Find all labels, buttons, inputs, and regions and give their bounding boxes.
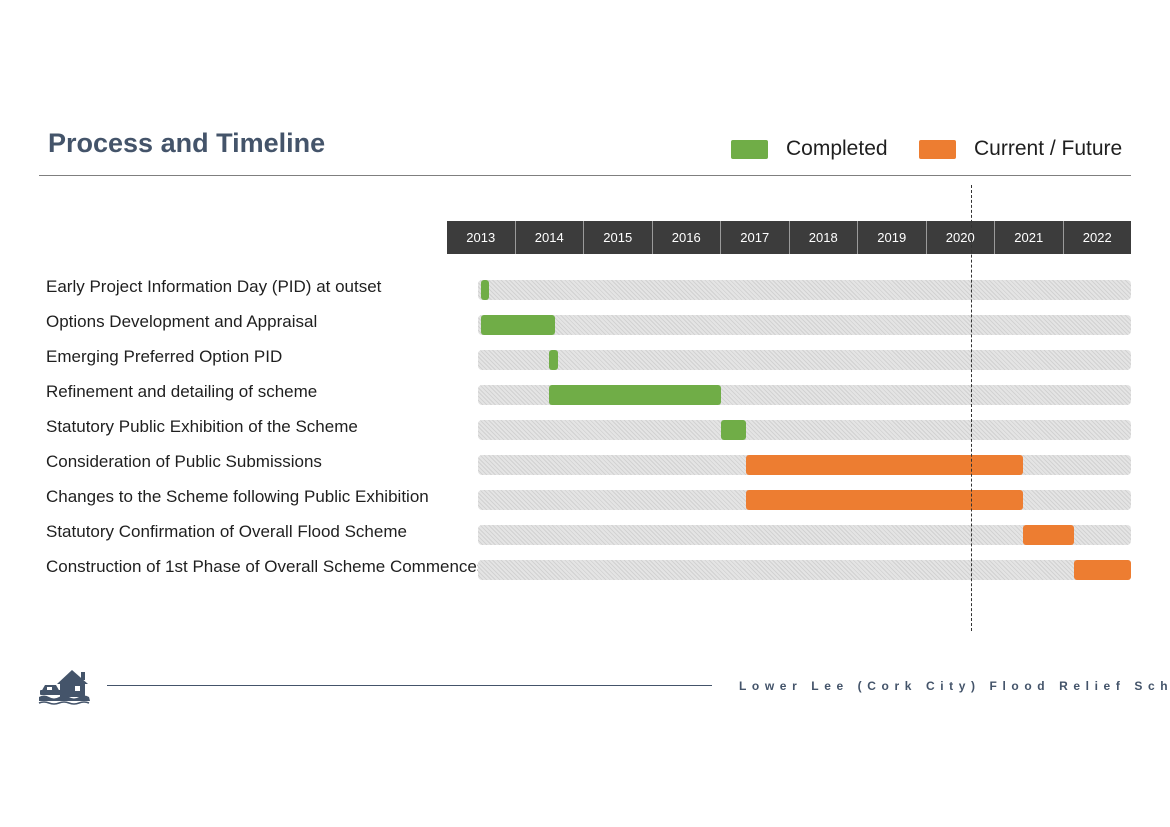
footer-divider xyxy=(107,685,712,686)
year-tick-2020: 2020 xyxy=(927,221,995,254)
task-track xyxy=(478,525,1131,545)
task-label: Statutory Public Exhibition of the Schem… xyxy=(46,417,358,436)
legend-label-current-future: Current / Future xyxy=(974,137,1123,160)
task-bar-completed xyxy=(549,385,721,405)
task-label: Options Development and Appraisal xyxy=(46,312,318,331)
year-tick-2014: 2014 xyxy=(516,221,584,254)
task-bar-completed xyxy=(549,350,558,370)
footer-scheme-name: Lower Lee (Cork City) Flood Relief Schem… xyxy=(739,679,1170,693)
current-date-marker xyxy=(971,185,972,631)
task-bar-completed xyxy=(480,280,490,300)
task-label: Changes to the Scheme following Public E… xyxy=(46,487,429,506)
page-title: Process and Timeline xyxy=(48,128,326,158)
header-divider xyxy=(39,175,1131,176)
task-track xyxy=(478,420,1131,440)
flooded-house-car-icon xyxy=(38,670,90,705)
year-tick-2018: 2018 xyxy=(790,221,858,254)
task-label: Emerging Preferred Option PID xyxy=(46,347,283,366)
task-label: Early Project Information Day (PID) at o… xyxy=(46,277,382,296)
task-bar-current-future xyxy=(1022,525,1074,545)
year-tick-2016: 2016 xyxy=(653,221,721,254)
task-bar-current-future xyxy=(745,490,1023,510)
year-tick-2021: 2021 xyxy=(995,221,1064,254)
task-label: Construction of 1st Phase of Overall Sch… xyxy=(46,557,486,576)
year-tick-2019: 2019 xyxy=(858,221,927,254)
year-axis-header: 2013 2014 2015 2016 2017 2018 2019 2020 2021 2022 xyxy=(447,221,1131,254)
task-bar-current-future xyxy=(1073,560,1131,580)
legend-label-completed: Completed xyxy=(786,137,888,160)
year-tick-2017: 2017 xyxy=(721,221,790,254)
year-tick-2022: 2022 xyxy=(1082,230,1112,245)
task-track xyxy=(478,350,1131,370)
task-label: Refinement and detailing of scheme xyxy=(46,382,318,401)
task-track xyxy=(478,560,1131,580)
task-track xyxy=(478,280,1131,300)
legend-swatch-completed xyxy=(731,140,768,159)
task-track xyxy=(478,315,1131,335)
task-bar-current-future xyxy=(745,455,1023,475)
task-label: Consideration of Public Submissions xyxy=(46,452,322,471)
task-label: Statutory Confirmation of Overall Flood … xyxy=(46,522,407,541)
task-bar-completed xyxy=(720,420,746,440)
legend-swatch-current-future xyxy=(919,140,956,159)
year-tick-2015: 2015 xyxy=(584,221,653,254)
year-tick-2013: 2013 xyxy=(447,221,516,254)
task-bar-completed xyxy=(480,315,556,335)
